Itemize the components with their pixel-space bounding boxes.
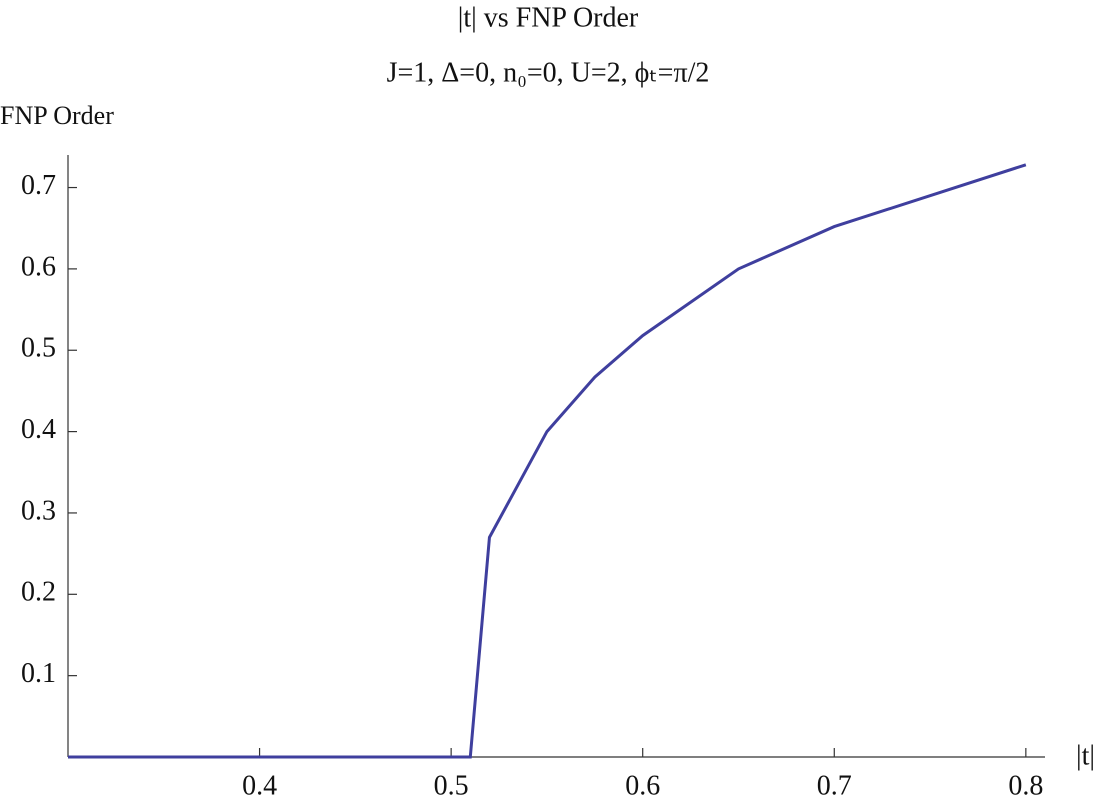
x-tick-label: 0.8	[1008, 770, 1043, 801]
y-tick-label: 0.3	[21, 495, 56, 526]
data-line	[68, 163, 1027, 759]
x-tick-label: 0.4	[242, 770, 277, 801]
x-tick-label: 0.5	[434, 770, 469, 801]
y-tick-label: 0.7	[21, 170, 56, 201]
y-tick-label: 0.2	[21, 577, 56, 608]
y-tick-label: 0.6	[21, 251, 56, 282]
x-axis-label: |t|	[1076, 740, 1095, 771]
y-axis-label: FNP Order	[0, 101, 114, 130]
x-tick-label: 0.6	[625, 770, 660, 801]
chart-subtitle: J=1, Δ=0, n₀=0, U=2, ϕₜ=π/2	[387, 57, 710, 88]
y-tick-label: 0.1	[21, 658, 56, 689]
chart-title: |t| vs FNP Order	[458, 2, 639, 33]
y-tick-label: 0.5	[21, 333, 56, 364]
x-tick-label: 0.7	[817, 770, 852, 801]
y-tick-label: 0.4	[21, 414, 56, 445]
